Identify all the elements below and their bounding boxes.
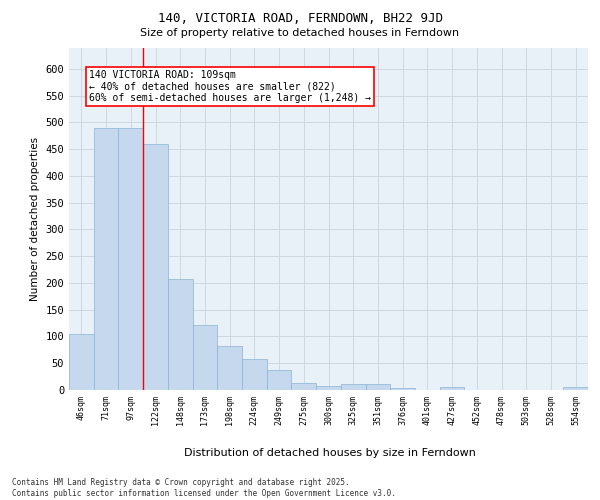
Bar [563,387,588,390]
Bar [365,384,390,390]
Bar [440,388,464,390]
Text: Size of property relative to detached houses in Ferndown: Size of property relative to detached ho… [140,28,460,38]
Bar [217,346,242,390]
Text: 140, VICTORIA ROAD, FERNDOWN, BH22 9JD: 140, VICTORIA ROAD, FERNDOWN, BH22 9JD [157,12,443,26]
Text: 140 VICTORIA ROAD: 109sqm
← 40% of detached houses are smaller (822)
60% of semi: 140 VICTORIA ROAD: 109sqm ← 40% of detac… [89,70,371,103]
Bar [118,128,143,390]
Bar [341,384,365,390]
Bar [267,370,292,390]
Bar [143,144,168,390]
Bar [390,388,415,390]
Bar [316,386,341,390]
Y-axis label: Number of detached properties: Number of detached properties [30,136,40,301]
Text: Distribution of detached houses by size in Ferndown: Distribution of detached houses by size … [184,448,476,458]
Bar [69,334,94,390]
Bar [168,279,193,390]
Bar [193,325,217,390]
Bar [242,360,267,390]
Bar [292,383,316,390]
Text: Contains HM Land Registry data © Crown copyright and database right 2025.
Contai: Contains HM Land Registry data © Crown c… [12,478,396,498]
Bar [94,128,118,390]
